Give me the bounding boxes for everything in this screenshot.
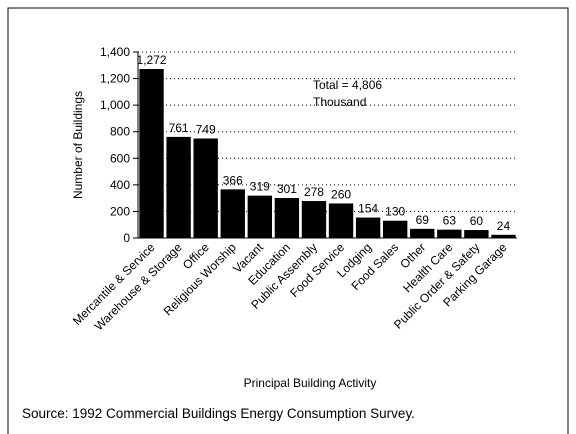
annotation: Thousand <box>313 95 366 109</box>
bar <box>382 220 408 238</box>
value-label: 154 <box>358 202 378 216</box>
bar <box>193 138 218 238</box>
value-label: 1,272 <box>137 53 167 67</box>
y-tick-label: 800 <box>110 125 130 139</box>
value-label: 749 <box>196 122 216 136</box>
value-label: 366 <box>223 173 243 187</box>
bar <box>437 229 462 238</box>
bar <box>355 217 381 238</box>
value-label: 319 <box>250 180 270 194</box>
annotation: Total = 4,806 <box>313 78 382 92</box>
y-tick-label: 200 <box>110 204 130 218</box>
value-label: 69 <box>416 213 430 227</box>
value-label: 24 <box>497 219 511 233</box>
y-tick-label: 1,200 <box>100 72 130 86</box>
bar <box>410 228 435 238</box>
y-tick-label: 600 <box>110 151 130 165</box>
bar <box>166 136 191 238</box>
bar <box>139 69 164 239</box>
y-tick-label: 1,400 <box>100 45 130 59</box>
frame <box>7 7 569 434</box>
bar <box>274 198 300 238</box>
value-label: 761 <box>169 121 189 135</box>
y-tick-label: 0 <box>123 231 130 245</box>
value-label: 278 <box>304 185 324 199</box>
value-label: 130 <box>385 205 405 219</box>
bar <box>301 201 327 238</box>
bar <box>464 230 489 238</box>
y-axis-label: Number of Buildings <box>71 91 85 199</box>
source-note: Source: 1992 Commercial Buildings Energy… <box>22 406 415 421</box>
bar <box>247 195 273 238</box>
value-label: 63 <box>443 214 457 228</box>
x-axis-label: Principal Building Activity <box>244 376 377 390</box>
bar <box>220 189 245 238</box>
y-tick-label: 400 <box>110 178 130 192</box>
value-label: 260 <box>331 187 351 201</box>
value-label: 60 <box>470 214 484 228</box>
bar <box>328 203 354 238</box>
value-label: 301 <box>277 182 297 196</box>
bar <box>491 234 516 238</box>
y-tick-label: 1,000 <box>100 98 130 112</box>
